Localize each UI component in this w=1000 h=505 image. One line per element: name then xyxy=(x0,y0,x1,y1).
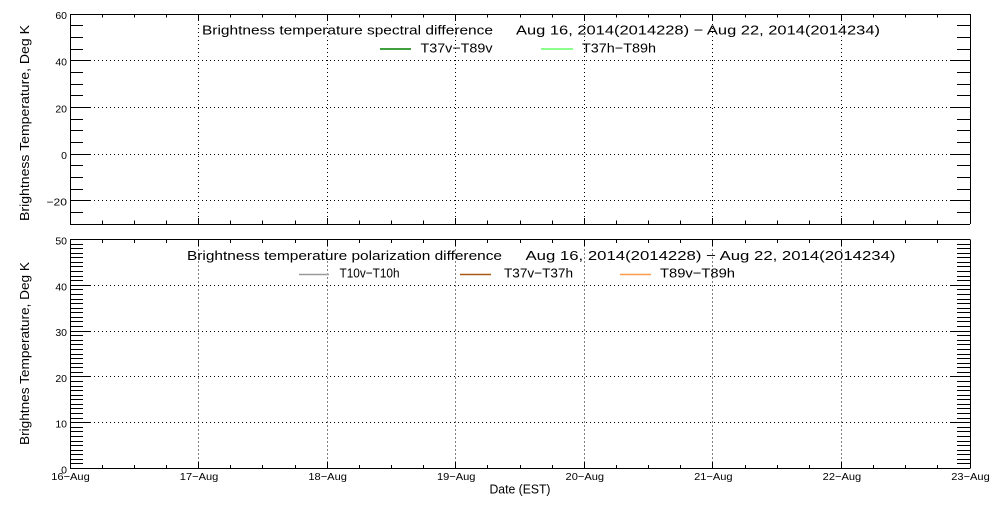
svg-text:20: 20 xyxy=(55,103,67,115)
svg-text:Aug 16, 2014(2014228) − Aug 22: Aug 16, 2014(2014228) − Aug 22, 2014(201… xyxy=(516,23,880,38)
svg-text:0: 0 xyxy=(61,465,67,477)
svg-text:17−Aug: 17−Aug xyxy=(180,471,219,483)
svg-text:Brightness temperature spectra: Brightness temperature spectral differen… xyxy=(202,23,493,38)
svg-text:20: 20 xyxy=(55,373,67,385)
svg-text:T10v−T10h: T10v−T10h xyxy=(340,266,400,281)
svg-text:0: 0 xyxy=(61,150,67,162)
svg-text:Date (EST): Date (EST) xyxy=(490,482,551,497)
svg-text:Brightness Temperature, Deg K: Brightness Temperature, Deg K xyxy=(17,25,32,221)
svg-text:18−Aug: 18−Aug xyxy=(308,471,347,483)
svg-text:10: 10 xyxy=(55,419,67,431)
svg-text:−20: −20 xyxy=(47,197,68,209)
svg-text:21−Aug: 21−Aug xyxy=(694,471,733,483)
svg-text:Brightness temperature polariz: Brightness temperature polarization diff… xyxy=(187,248,502,263)
svg-text:30: 30 xyxy=(55,327,67,339)
svg-text:T37v−T89v: T37v−T89v xyxy=(421,41,493,56)
svg-text:T37h−T89h: T37h−T89h xyxy=(582,41,656,56)
svg-text:T37v−T37h: T37v−T37h xyxy=(504,266,573,281)
svg-text:20−Aug: 20−Aug xyxy=(566,471,605,483)
svg-text:23−Aug: 23−Aug xyxy=(951,471,990,483)
svg-text:T89v−T89h: T89v−T89h xyxy=(660,266,735,281)
svg-text:22−Aug: 22−Aug xyxy=(823,471,862,483)
svg-text:16−Aug: 16−Aug xyxy=(51,471,90,483)
svg-text:40: 40 xyxy=(55,281,67,293)
svg-text:Aug 16, 2014(2014228) − Aug 22: Aug 16, 2014(2014228) − Aug 22, 2014(201… xyxy=(526,248,896,263)
svg-text:60: 60 xyxy=(55,10,67,22)
svg-text:40: 40 xyxy=(55,57,67,69)
svg-text:19−Aug: 19−Aug xyxy=(437,471,476,483)
svg-text:Brightnes Temperature, Deg K: Brightnes Temperature, Deg K xyxy=(17,262,32,445)
svg-text:50: 50 xyxy=(55,236,67,248)
